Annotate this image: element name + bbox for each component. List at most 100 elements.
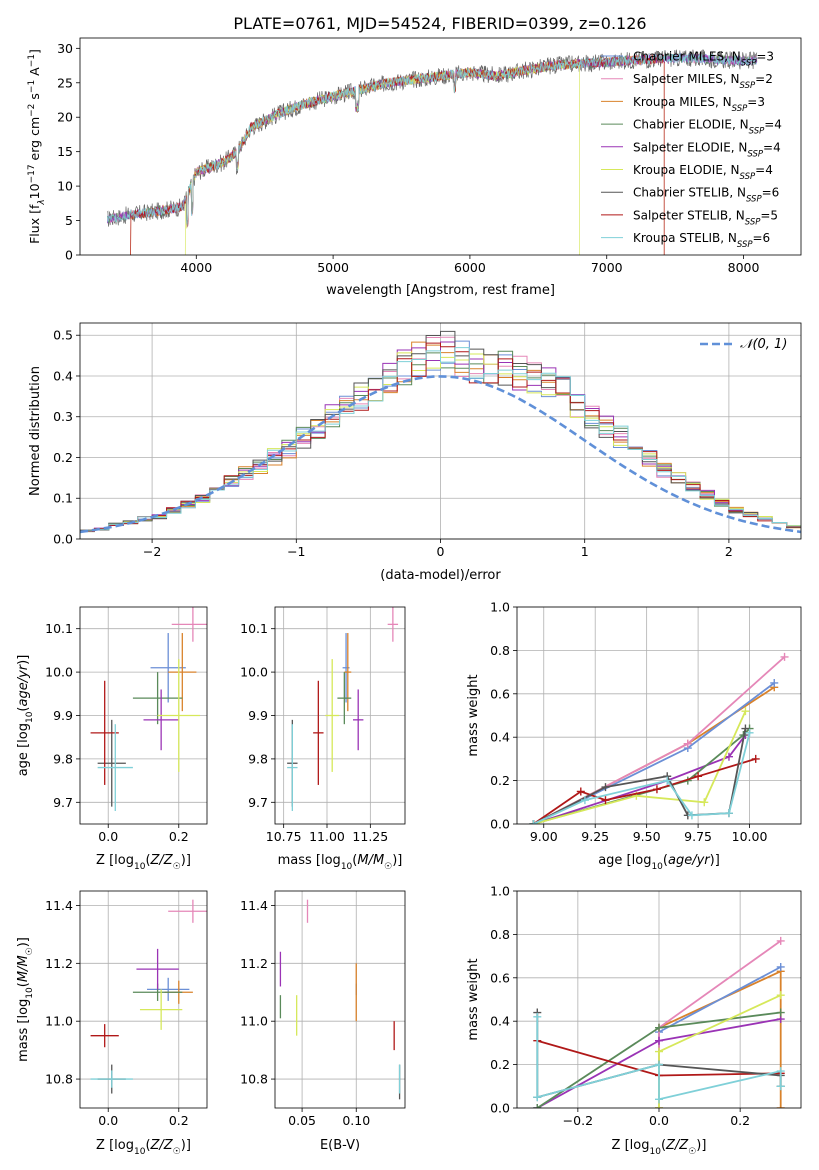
plot-area: [533, 936, 785, 1108]
label-part: Chabrier STELIB, N: [633, 186, 746, 200]
label-part: (: [352, 853, 357, 868]
label-part: )]: [181, 853, 191, 868]
x-tick-label: 6000: [454, 260, 486, 275]
label-part: ☉: [173, 1147, 181, 1157]
x-tick-label: 4000: [180, 260, 212, 275]
label-part: −2: [27, 104, 37, 117]
label-part: M/M: [16, 955, 31, 982]
y-tick-label: 1.0: [490, 884, 510, 899]
label-part: A: [27, 67, 42, 80]
label-part: 10: [25, 987, 35, 999]
label-part: M/M: [357, 853, 384, 868]
x-axis-label: mass [log10(M/M☉)]: [278, 853, 403, 872]
x-tick-label: 9.75: [684, 829, 712, 844]
label-part: =5: [760, 208, 778, 222]
point-marker: [601, 783, 610, 792]
y-axis-label: mass weight: [466, 674, 481, 756]
panel-mass-vs-ebv: 0.05 0.10 10.8 11.0 11.2 11.4 E(B-V): [240, 890, 406, 1153]
x-axis-label: Z [log10(Z/Z☉)]: [96, 1138, 191, 1157]
y-tick-label: 11.2: [240, 956, 268, 971]
label-part: =4: [755, 163, 773, 177]
cumulative-line: [533, 732, 751, 824]
x-tick-label: 0.2: [169, 1113, 189, 1128]
label-part: (: [16, 982, 31, 987]
legend-label: Chabrier MILES, NSSP=3: [633, 50, 774, 69]
normal-curve: [80, 375, 801, 534]
plot-area: [287, 607, 399, 811]
cumulative-line: [658, 969, 782, 1108]
axes-frame: [79, 606, 208, 825]
x-tick-label: 10.75: [266, 829, 302, 844]
legend-label: Salpeter ELODIE, NSSP=4: [633, 140, 781, 159]
label-part: SSP: [747, 149, 763, 159]
y-tick-label: 0.4: [53, 368, 73, 383]
label-part: ☉: [173, 862, 181, 872]
label-part: Kroupa MILES, N: [633, 95, 732, 109]
x-tick-label: 9.25: [581, 829, 609, 844]
label-part: Z [log: [96, 853, 134, 868]
label-part: =2: [755, 72, 773, 86]
legend-label: Kroupa STELIB, NSSP=6: [633, 231, 770, 250]
cumulative-line: [532, 758, 756, 824]
label-part: (: [661, 1138, 666, 1153]
y-tick-label: 1.0: [490, 600, 510, 615]
label-part: ☉: [384, 862, 392, 872]
label-part: age/yr: [668, 853, 711, 868]
x-axis-label: E(B-V): [320, 1138, 360, 1153]
axes-frame: [274, 890, 406, 1109]
point-marker: [652, 785, 661, 794]
label-part: (: [145, 1138, 150, 1153]
point-marker: [576, 787, 585, 796]
x-tick-label: −2: [143, 544, 161, 559]
figure-title: PLATE=0761, MJD=54524, FIBERID=0399, z=0…: [233, 14, 646, 33]
label-part: Salpeter MILES, N: [633, 72, 740, 86]
y-tick-label: 0.4: [490, 730, 510, 745]
point-marker: [683, 739, 692, 748]
label-part: )]: [710, 853, 720, 868]
x-tick-label: −0.2: [563, 1113, 593, 1128]
label-part: 10: [27, 183, 42, 199]
y-tick-label: 20: [57, 110, 73, 125]
x-tick-label: 9.00: [530, 829, 558, 844]
label-part: Z [log: [96, 1138, 134, 1153]
axes-frame: [79, 322, 802, 540]
cumulative-line: [658, 940, 782, 1108]
plot-area: [279, 899, 401, 1100]
label-part: (: [145, 853, 150, 868]
label-part: 10: [341, 862, 353, 872]
histogram-steps: [80, 347, 801, 539]
legend-label: 𝒩(0, 1): [740, 337, 787, 352]
point-marker: [770, 678, 779, 687]
y-tick-label: 10.0: [240, 665, 268, 680]
y-tick-label: 10: [57, 179, 73, 194]
y-tick-label: 0.0: [490, 817, 510, 832]
legend-label: Kroupa MILES, NSSP=3: [633, 95, 765, 114]
y-tick-label: 0.6: [490, 970, 510, 985]
label-part: mass [log: [16, 999, 31, 1062]
label-part: )]: [392, 853, 402, 868]
point-marker: [724, 752, 733, 761]
plot-area: [529, 652, 789, 824]
label-part: )]: [16, 655, 31, 665]
spectrum-line: [184, 58, 580, 255]
spectrum-line: [130, 54, 665, 255]
y-axis-label: Normed distribution: [28, 366, 43, 496]
label-part: (: [663, 853, 668, 868]
label-part: Flux [f: [27, 204, 42, 244]
label-part: =3: [756, 50, 774, 64]
label-part: SSP: [740, 81, 756, 91]
point-marker: [776, 991, 785, 1000]
point-marker: [724, 809, 733, 818]
point-marker: [776, 1008, 785, 1017]
point-marker: [776, 936, 785, 945]
label-part: SSP: [745, 217, 761, 227]
y-tick-label: 9.7: [248, 795, 268, 810]
y-tick-label: 11.4: [45, 898, 73, 913]
label-part: 10: [134, 862, 146, 872]
label-part: age [log: [16, 723, 31, 776]
label-part: Kroupa ELODIE, N: [633, 163, 740, 177]
point-marker: [655, 1095, 663, 1104]
label-part: =3: [747, 95, 765, 109]
label-part: =6: [753, 231, 771, 245]
point-marker: [655, 1060, 663, 1069]
